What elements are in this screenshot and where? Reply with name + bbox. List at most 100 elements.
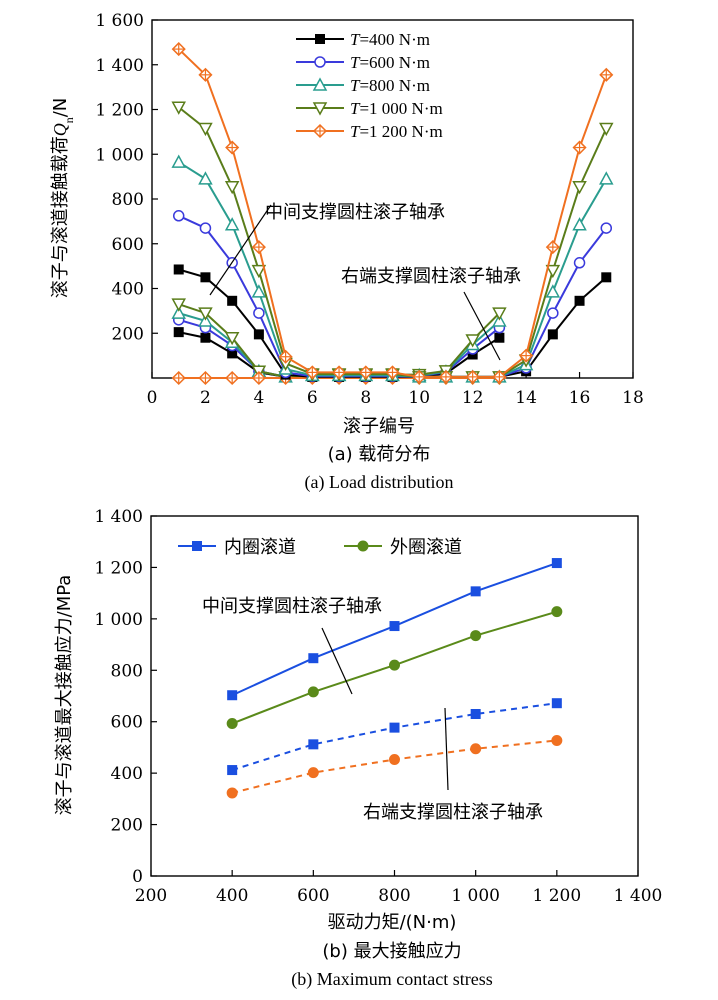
y-tick-label: 1 200: [95, 101, 144, 121]
legend-label-text: =1 000 N·m: [359, 99, 442, 118]
data-point: [227, 690, 238, 701]
y-tick-label: 600: [111, 713, 143, 733]
data-point-right-end: [492, 307, 507, 321]
y-axis-label-a: 滚子与滚道接触载荷Qn/N: [50, 98, 76, 299]
x-axis-label-b: 驱动力矩/(N·m): [328, 912, 457, 933]
legend-label-var: T: [350, 99, 361, 118]
legend-a: T=400 N·mT=600 N·mT=800 N·mT=1 000 N·mT=…: [296, 30, 443, 141]
x-tick-label: 1 200: [532, 886, 581, 906]
legend-label: 内圈滚道: [224, 537, 296, 558]
data-point: [470, 586, 481, 597]
legend-label-var: T: [350, 76, 361, 95]
chart-max-contact-stress: 200 400 600 800 1 000 1 200 1 4000200400600800…: [54, 507, 662, 990]
x-tick-label: 1 000: [451, 886, 500, 906]
y-tick-label: 200: [112, 324, 144, 344]
data-point: [547, 307, 559, 319]
y-tick-label: 1 200: [94, 558, 143, 578]
y-tick-label: 800: [111, 661, 143, 681]
annotation-leader-right-b: [444, 707, 449, 791]
legend-label: T=800 N·m: [350, 76, 430, 95]
data-point: [574, 295, 585, 306]
data-point: [470, 743, 482, 755]
data-point: [470, 630, 482, 642]
legend-b: 内圈滚道 外圈滚道: [178, 537, 462, 558]
legend-label-text: =600 N·m: [359, 53, 430, 72]
x-tick-label: 8: [360, 388, 371, 408]
data-point: [200, 272, 211, 283]
legend-marker: [192, 541, 202, 551]
data-point: [199, 222, 212, 234]
x-tick-label: 14: [515, 388, 537, 408]
data-point: [198, 122, 213, 137]
data-point: [551, 606, 563, 618]
axis-ticks-a: 0 2 4 6 8 10 12 14 16 18 200 400 600 800 1 000 1 200 1 4…: [95, 11, 643, 408]
data-point: [308, 739, 319, 750]
data-point: [226, 718, 238, 730]
data-point: [253, 307, 265, 319]
data-point: [572, 180, 587, 195]
data-point-right-end: [494, 332, 505, 343]
y-tick-label: 1 000: [95, 145, 144, 165]
x-tick-label: 0: [147, 388, 158, 408]
y-tick-label: 800: [112, 190, 144, 210]
legend-label-text: =400 N·m: [359, 30, 430, 49]
data-point-right-end: [171, 305, 186, 319]
y-tick-label: 0: [132, 867, 143, 887]
data-point: [253, 329, 264, 340]
data-point: [599, 171, 614, 185]
data-point: [251, 284, 267, 298]
data-point-right-end: [224, 331, 240, 346]
series-group-b: [226, 558, 563, 799]
y-tick-label: 1 000: [94, 610, 143, 630]
legend-marker: [315, 34, 325, 44]
x-tick-label: 4: [253, 388, 264, 408]
data-point: [307, 686, 319, 698]
legend-label-var: T: [350, 122, 361, 141]
data-point: [307, 767, 319, 779]
data-point: [389, 659, 400, 671]
series-group-a: [171, 42, 614, 386]
data-point: [545, 264, 561, 279]
data-point: [171, 154, 186, 168]
annotation-right-bearing-b: 右端支撑圆柱滚子轴承: [363, 802, 543, 823]
data-point-right-end: [171, 298, 186, 312]
axis-ticks-b: 200 400 600 800 1 000 1 200 1 4000200400600800…: [94, 507, 662, 906]
y-axis-label-b: 滚子与滚道最大接触应力/MPa: [54, 575, 75, 816]
data-point: [173, 264, 184, 275]
data-point: [551, 558, 562, 569]
data-point: [389, 754, 400, 766]
data-point: [551, 698, 562, 709]
legend-label: T=600 N·m: [350, 53, 430, 72]
data-point: [172, 210, 185, 222]
data-point: [470, 709, 481, 719]
annotation-middle-bearing-b: 中间支撑圆柱滚子轴承: [202, 596, 382, 617]
data-point: [226, 787, 238, 799]
data-point: [171, 101, 186, 115]
data-point: [308, 653, 319, 664]
y-tick-label: 200: [111, 816, 143, 836]
data-point: [224, 180, 240, 195]
data-point-right-end: [198, 307, 213, 321]
caption-en-b: (b) Maximum contact stress: [291, 969, 492, 990]
y-tick-label: 400: [111, 764, 143, 784]
data-point: [545, 284, 561, 298]
data-point: [600, 222, 613, 234]
legend-label-var: T: [350, 30, 361, 49]
legend-marker: [357, 540, 369, 552]
x-tick-label: 6: [307, 388, 318, 408]
legend-marker: [312, 77, 328, 91]
data-point: [198, 171, 213, 185]
x-tick-label: 1 400: [614, 886, 663, 906]
series-line-right-end: [231, 739, 557, 794]
data-point-right-end: [465, 334, 480, 348]
chart-load-distribution: 0 2 4 6 8 10 12 14 16 18 200 400 600 800 1 000 1 200 1 4…: [50, 11, 644, 493]
legend-label: T=1 000 N·m: [350, 99, 443, 118]
y-tick-label: 1 600: [95, 11, 144, 31]
data-point-right-end: [200, 332, 211, 343]
data-point: [573, 257, 586, 269]
annotation-leader-right-a: [463, 291, 501, 361]
legend-label: T=1 200 N·m: [350, 122, 443, 141]
legend-marker: [314, 56, 326, 68]
legend-label: T=400 N·m: [350, 30, 430, 49]
